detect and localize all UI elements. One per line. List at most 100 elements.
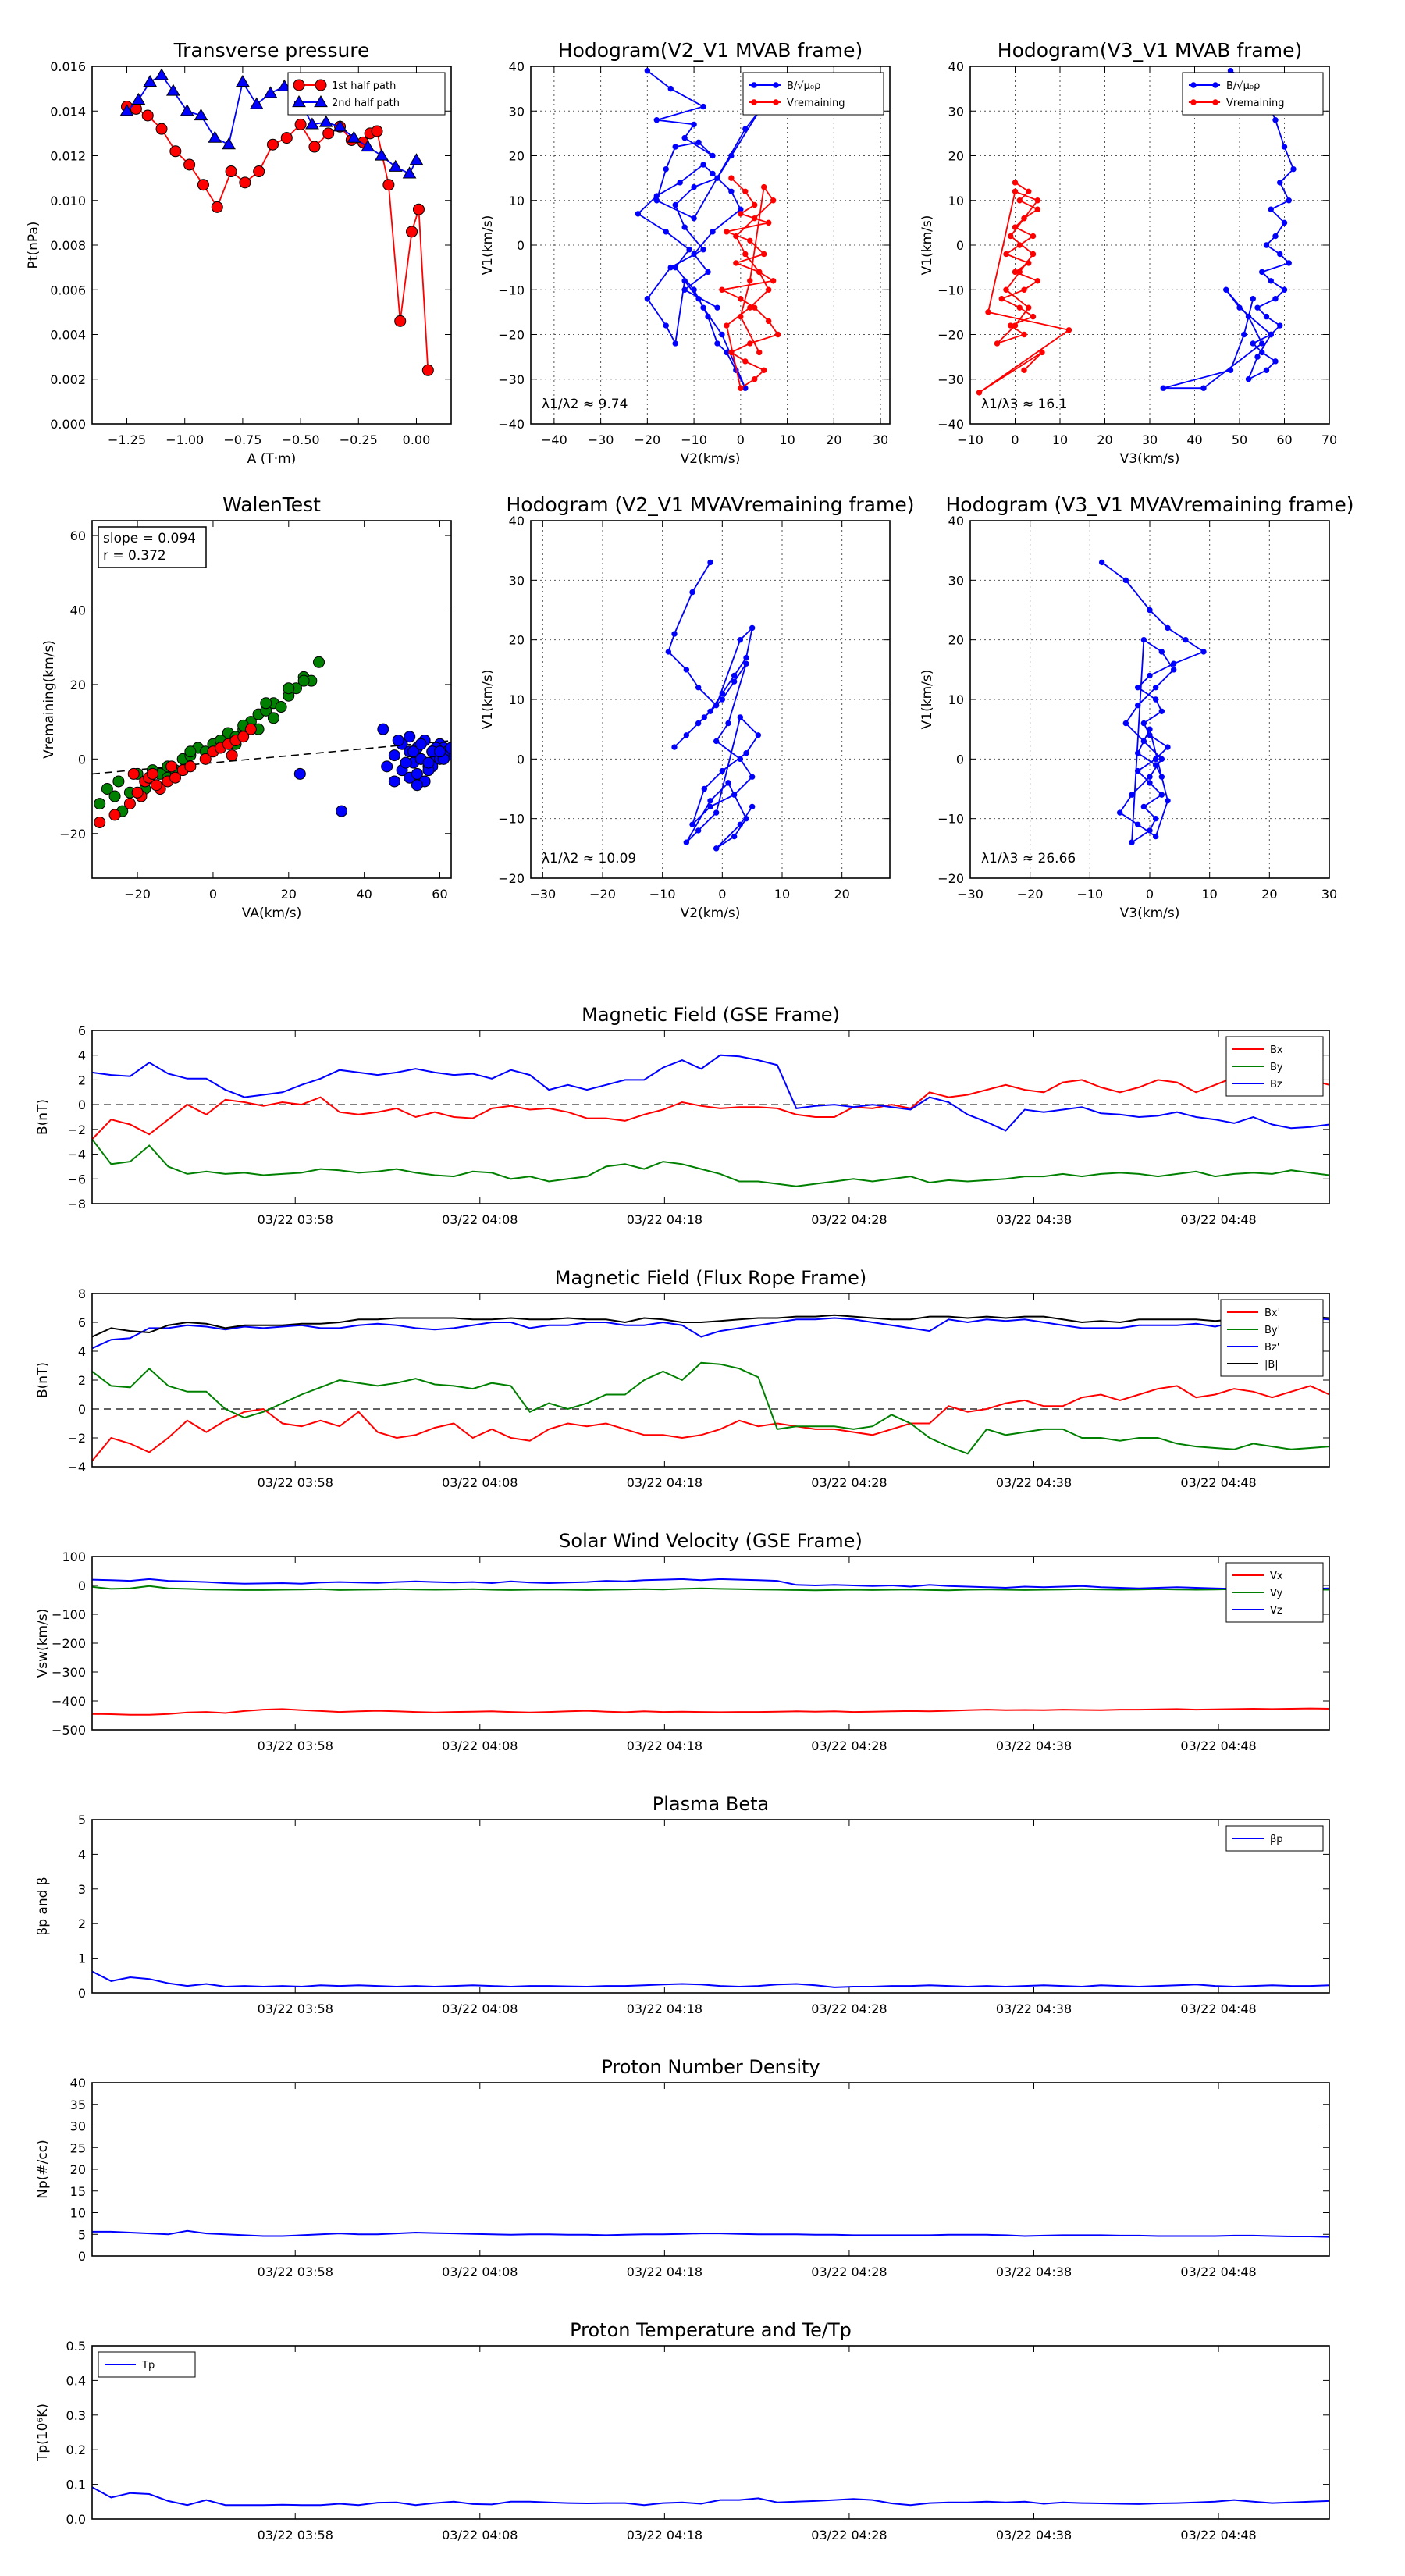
data-point [644, 296, 651, 302]
y-tick-label: 40 [948, 514, 964, 528]
legend-marker [751, 82, 757, 88]
legend-label: Vremaining [1226, 98, 1285, 109]
y-tick-label: 100 [62, 1550, 86, 1564]
data-point [1268, 331, 1274, 338]
legend: Vx Vy Vz [1225, 1562, 1324, 1623]
data-point [756, 269, 763, 276]
data-point [672, 264, 678, 271]
data-point [700, 247, 706, 253]
data-point [1140, 720, 1147, 727]
data-point [94, 798, 106, 810]
chart-walen: WalenTest −20 0 20 40 60 −20 0 20 40 60 VA(km/s) Vre… [41, 493, 452, 921]
data-point [707, 708, 713, 714]
data-point [1016, 269, 1023, 276]
plot-frame [530, 66, 891, 425]
data-point [1254, 304, 1261, 311]
x-tick-label: 40 [356, 887, 372, 902]
y-tick-label: −10 [937, 283, 964, 297]
data-point [701, 785, 708, 792]
chart-title: Hodogram(V2_V1 MVAB frame) [558, 39, 863, 62]
data-point [313, 656, 325, 668]
data-point [1200, 649, 1207, 655]
data-point [667, 85, 674, 92]
data-point [155, 123, 168, 135]
data-point [691, 251, 697, 258]
data-point [713, 702, 720, 709]
x-tick-label: 20 [1261, 887, 1277, 902]
y-tick-label: −4 [67, 1460, 86, 1475]
x-tick-label: 03/22 04:38 [996, 2001, 1072, 2016]
x-tick-label: −1.25 [108, 432, 146, 447]
x-tick-label: 20 [1097, 432, 1112, 447]
legend: Bx By Bz [1225, 1036, 1324, 1097]
data-point [1030, 313, 1037, 320]
legend-box [287, 72, 446, 116]
x-tick-label: 30 [873, 432, 888, 447]
data-point [681, 286, 688, 293]
y-tick-label: −10 [498, 283, 525, 297]
data-point [1030, 251, 1037, 258]
data-point [1039, 349, 1045, 356]
data-point [733, 260, 739, 266]
data-point [1281, 286, 1288, 293]
y-tick-label: −6 [67, 1172, 86, 1187]
legend: 1st half path 2nd half path [287, 72, 446, 116]
y-tick-label: −300 [52, 1665, 86, 1680]
data-point [108, 790, 121, 802]
data-point [1152, 696, 1159, 703]
x-axis-label: A (T·m) [247, 451, 297, 467]
legend-label: Vy [1270, 1588, 1283, 1599]
data-point [1003, 251, 1009, 258]
x-axis-label: V2(km/s) [681, 451, 741, 467]
x-tick-label: 40 [1186, 432, 1202, 447]
x-tick-label: 03/22 04:38 [996, 1475, 1072, 1490]
legend-box [1182, 72, 1324, 116]
data-point [141, 109, 154, 122]
data-point [1263, 367, 1270, 373]
data-point [691, 121, 697, 128]
data-point [1277, 251, 1283, 258]
data-point [293, 767, 306, 780]
data-point [297, 674, 310, 687]
x-tick-label: 60 [432, 887, 447, 902]
data-point [725, 780, 731, 786]
legend-label: Bz [1270, 1079, 1282, 1091]
data-point [1016, 242, 1023, 248]
data-point [267, 712, 279, 724]
data-point [1263, 242, 1270, 248]
chart-h2: Hodogram(V3_V1 MVAB frame) −10 0 10 20 30 40 50… [919, 39, 1337, 467]
legend-marker [773, 82, 779, 88]
series-line [92, 1585, 1329, 1592]
data-point [683, 667, 690, 673]
y-axis-label: Pt(nPa) [26, 222, 41, 269]
legend: B/√μ₀ρ Vremaining [1182, 72, 1324, 116]
data-point [1259, 269, 1265, 276]
data-point [1170, 660, 1177, 667]
x-tick-label: 30 [1142, 432, 1158, 447]
data-layer [635, 68, 781, 391]
data-point [260, 697, 272, 710]
chart-ts5: Proton Number Density 03/22 03:58 03/22 04… [35, 2056, 1330, 2279]
y-tick-label: 0 [956, 238, 964, 253]
plots-layer: Transverse pressure −1.25 −1.00 −0.75 −0.50 −… [26, 39, 1354, 2542]
data-point [691, 286, 697, 293]
data-point [681, 278, 688, 284]
data-point [765, 286, 772, 293]
x-tick-label: 0 [1011, 432, 1019, 447]
series-line [92, 1054, 1329, 1132]
y-tick-label: 15 [70, 2184, 86, 2199]
data-point [731, 672, 738, 679]
y-tick-label: −20 [498, 328, 525, 343]
x-tick-label: 03/22 04:08 [442, 1475, 518, 1490]
data-point [1012, 322, 1019, 329]
data-point [737, 714, 744, 720]
x-tick-label: 03/22 04:08 [442, 2528, 518, 2542]
x-tick-label: 03/22 04:28 [811, 1212, 887, 1227]
y-tick-label: 0 [78, 1402, 86, 1417]
data-point [742, 251, 749, 258]
data-point [277, 79, 292, 91]
chart-title: Proton Temperature and Te/Tp [570, 2319, 852, 2341]
data-point [1250, 340, 1256, 347]
data-point [1147, 732, 1153, 738]
data-point [1147, 672, 1153, 679]
